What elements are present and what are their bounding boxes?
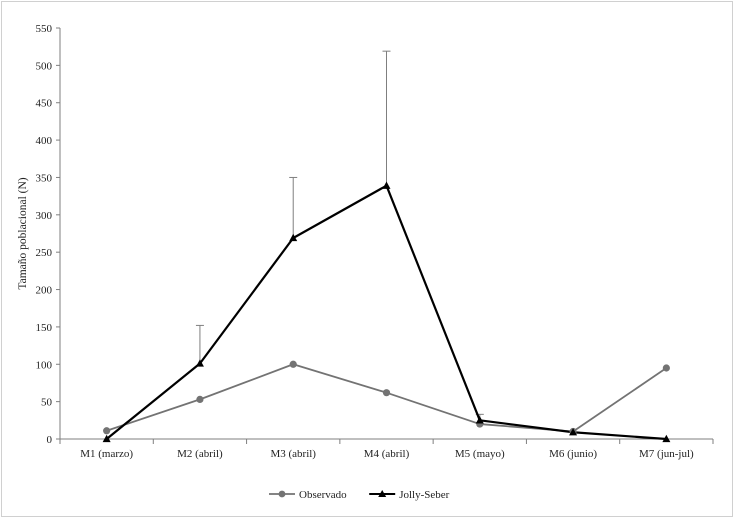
x-tick-label: M6 (junio) (549, 448, 597, 460)
legend-label: Jolly-Seber (399, 489, 449, 501)
data-point (196, 395, 204, 403)
series-markers (102, 181, 671, 443)
y-tick-label: 350 (36, 172, 53, 184)
data-point (569, 428, 578, 436)
y-tick-label: 550 (36, 23, 53, 35)
y-tick-label: 250 (36, 247, 53, 259)
y-tick-label: 0 (47, 434, 53, 446)
series-line-1 (106, 363, 667, 433)
series-lines (105, 184, 667, 441)
y-tick-label: 150 (36, 322, 53, 334)
x-axis: M1 (marzo) M2 (abril) M3 (abril) M4 (abril)… (59, 438, 714, 460)
data-point (662, 434, 671, 443)
data-point (102, 434, 111, 443)
data-point (289, 233, 298, 242)
data-point (382, 389, 391, 397)
legend-entry-2: Jolly-Seber (369, 489, 450, 501)
data-point (195, 359, 204, 367)
y-axis-title: Tamaño poblacional (N) (17, 177, 29, 289)
data-point (289, 360, 297, 368)
legend-marker (378, 490, 387, 497)
x-tick-label: M1 (marzo) (80, 448, 133, 460)
data-point (662, 364, 670, 372)
y-tick-label: 400 (36, 135, 53, 147)
legend-marker (278, 490, 286, 498)
data-point (382, 181, 391, 189)
y-axis: 0 50 100 150 200 250 300 350 400 450 500 550 (36, 23, 61, 446)
error-bars (195, 50, 484, 421)
y-tick-label: 500 (36, 60, 53, 72)
x-tick-label: M7 (jun-jul) (639, 448, 694, 460)
y-tick-label: 100 (36, 359, 53, 371)
x-tick-label: M2 (abril) (177, 448, 223, 460)
x-tick-label: M3 (abril) (270, 448, 316, 460)
x-tick-label: M4 (abril) (364, 448, 410, 460)
legend-label: Observado (299, 489, 347, 501)
y-tick-label: 200 (36, 285, 53, 297)
data-point (103, 427, 111, 435)
data-point (475, 416, 484, 424)
legend-entry-1: Observado (269, 489, 347, 501)
series-line-2 (105, 184, 667, 441)
y-tick-label: 50 (41, 397, 53, 409)
y-tick-label: 450 (36, 98, 53, 110)
y-tick-label: 300 (36, 210, 53, 222)
x-tick-label: M5 (mayo) (455, 448, 505, 460)
legend: Observado Jolly-Seber (269, 489, 450, 501)
